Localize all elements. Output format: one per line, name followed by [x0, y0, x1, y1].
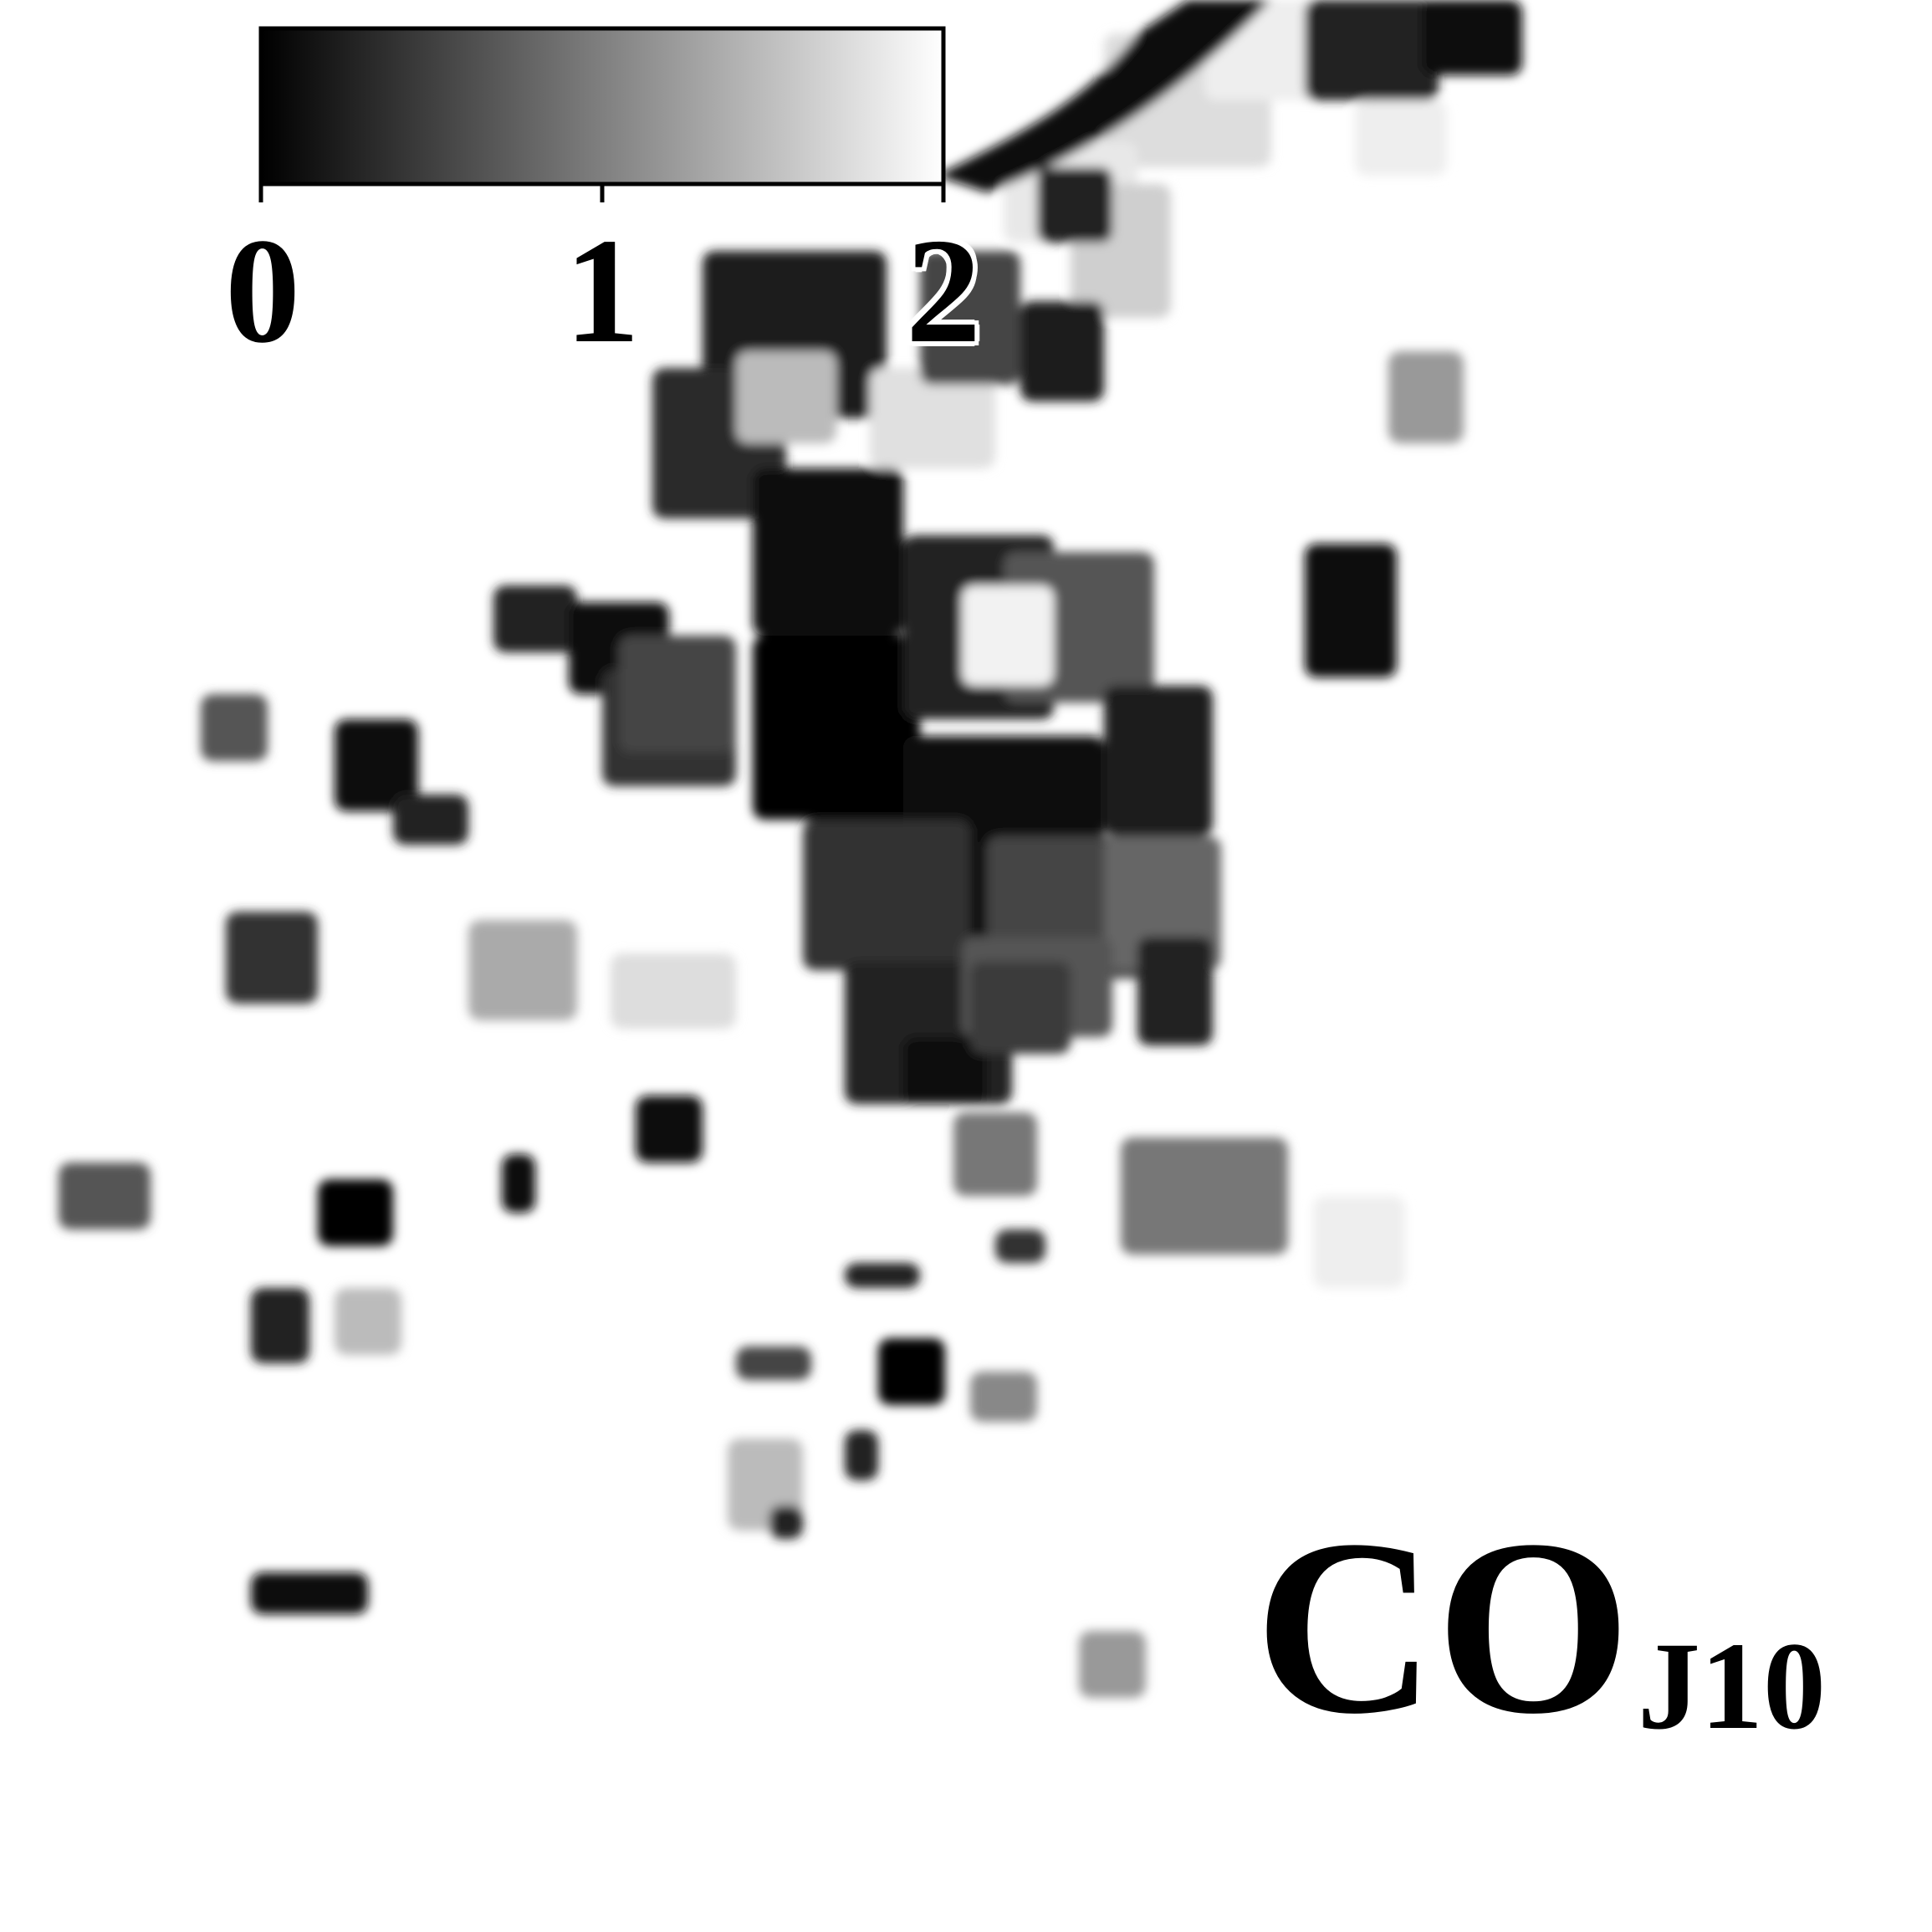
- heatmap-cell: [769, 1505, 803, 1539]
- heatmap-cell: [870, 368, 995, 468]
- heatmap-cell: [251, 1288, 309, 1363]
- colorbar-tick-1: 1: [565, 207, 640, 374]
- heatmap-cell: [1422, 0, 1522, 75]
- map-title-subscript: J10: [1638, 1617, 1826, 1756]
- heatmap-cell: [59, 1163, 151, 1229]
- heatmap-cell: [1137, 937, 1213, 1045]
- heatmap-cell: [226, 912, 318, 1004]
- heatmap-cell: [318, 1179, 393, 1246]
- heatmap-cell: [335, 719, 418, 811]
- heatmap-cell: [1079, 1631, 1146, 1698]
- colorbar-tick-2: 2: [906, 207, 981, 374]
- heatmap-cell: [251, 1572, 368, 1614]
- heatmap-cell: [201, 694, 268, 761]
- heatmap-cell: [878, 1338, 945, 1405]
- heatmap-cell: [903, 1037, 987, 1104]
- colorbar-ticks: [258, 184, 946, 202]
- colorbar: [258, 26, 946, 187]
- heatmap-cell: [1305, 0, 1439, 100]
- heatmap-cell: [753, 468, 903, 636]
- heatmap-cell: [753, 636, 920, 820]
- heatmap-cell: [611, 953, 736, 1029]
- heatmap-cell: [1121, 1137, 1288, 1255]
- heatmap-cell: [1313, 1196, 1405, 1288]
- heatmap-cell: [502, 1154, 535, 1213]
- heatmap-cell: [619, 636, 736, 753]
- heatmap-cell: [636, 1096, 703, 1163]
- heatmap-cell: [953, 1112, 1037, 1196]
- heatmap-cell: [1020, 301, 1104, 401]
- heatmap-cell: [1388, 351, 1464, 443]
- heatmap-cell: [920, 251, 1020, 385]
- heatmap-cell: [736, 1347, 811, 1380]
- map-title-main: CO: [1255, 1488, 1631, 1766]
- heatmap-cell: [962, 585, 1054, 686]
- heatmap-cell: [335, 1288, 401, 1355]
- heatmap-cell: [736, 351, 836, 443]
- heatmap-cell: [970, 1372, 1037, 1422]
- colorbar-tick-0: 0: [225, 207, 300, 374]
- heatmap-cell: [1355, 100, 1447, 176]
- heatmap-cell: [393, 795, 468, 845]
- heatmap-cell: [970, 962, 1071, 1054]
- heatmap-cell: [1037, 167, 1112, 243]
- heatmap-cell: [845, 1263, 920, 1288]
- map-title: COJ10: [1255, 1501, 1826, 1752]
- heatmap-cell: [1305, 544, 1397, 677]
- heatmap-cell: [493, 585, 577, 652]
- heatmap-cell: [1104, 686, 1213, 836]
- heatmap-cell: [937, 0, 1271, 192]
- heatmap-cell: [803, 820, 970, 970]
- heatmap-cell: [845, 1430, 878, 1480]
- heatmap-cell: [468, 920, 577, 1020]
- heatmap-cell: [995, 1229, 1045, 1263]
